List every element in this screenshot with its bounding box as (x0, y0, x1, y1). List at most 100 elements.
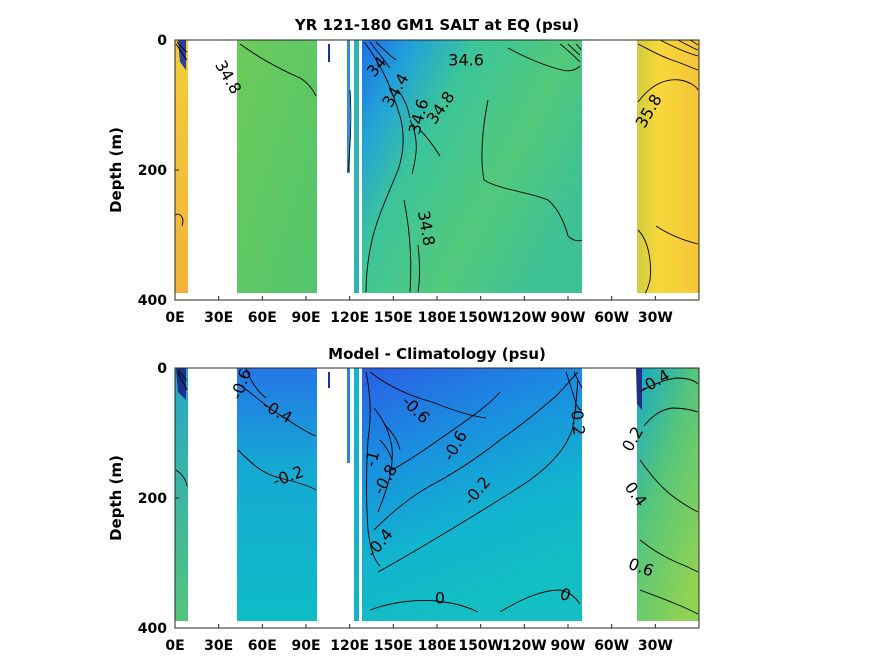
contour (239, 384, 317, 437)
y-tick-label: 200 (138, 491, 167, 507)
contour (637, 43, 699, 71)
contour-lines (175, 367, 699, 615)
contour (369, 371, 487, 419)
contour (175, 43, 188, 61)
x-tick-label: 60W (594, 310, 629, 326)
contour (507, 47, 581, 72)
contour (373, 407, 393, 513)
panel-bottom: Model - Climatology (psu) Depth (m) (107, 345, 700, 654)
x-tick-label: 180E (418, 638, 457, 654)
contour (175, 469, 188, 487)
y-tick-label: 400 (138, 621, 167, 637)
x-tick-label: 0E (165, 310, 184, 326)
field-surface-fresh-atl (636, 368, 642, 410)
chart-title: Model - Climatology (psu) (328, 345, 546, 363)
contour (176, 371, 188, 391)
difference-field (175, 368, 699, 621)
contour (403, 199, 412, 293)
x-tick-label: 60W (594, 638, 629, 654)
contour (639, 377, 699, 393)
contour (573, 371, 583, 389)
contour (637, 229, 651, 294)
panel-top: YR 121-180 GM1 SALT at EQ (psu) Depth (m… (107, 16, 700, 326)
field-speck (328, 44, 330, 62)
contour (365, 371, 381, 567)
x-tick-label: 120W (502, 638, 547, 654)
y-tick-label: 0 (157, 361, 167, 377)
x-tick-label: 60E (248, 310, 277, 326)
contour (363, 41, 404, 293)
x-tick-label: 90W (551, 310, 586, 326)
y-axis-label: Depth (m) (107, 455, 125, 541)
contour-label: 0 (435, 588, 445, 607)
x-tick-label: 90E (291, 638, 320, 654)
contour (655, 225, 699, 245)
x-tick-label: 90E (291, 310, 320, 326)
y-tick-label: 0 (157, 33, 167, 49)
x-tick-label: 150E (374, 310, 413, 326)
field-pacific (362, 368, 582, 621)
contour (375, 41, 397, 61)
field-indian-ocean (237, 40, 317, 293)
x-tick-label: 150W (458, 638, 503, 654)
contour (177, 369, 188, 381)
contour (481, 99, 583, 242)
y-axis-label: Depth (m) (107, 127, 125, 213)
contour (347, 89, 352, 173)
salinity-field (175, 40, 699, 293)
field-atlantic (637, 368, 699, 621)
contour (369, 600, 479, 613)
x-tick-label: 30E (204, 638, 233, 654)
field-strait (347, 40, 350, 173)
contour-label: -1 (361, 449, 383, 469)
contour (575, 43, 582, 51)
x-tick-label: 30W (638, 310, 673, 326)
contour-label: 34.6 (448, 50, 484, 69)
contour (245, 367, 267, 399)
field-pacific (362, 40, 582, 293)
x-tick-label: 0E (165, 638, 184, 654)
contour (565, 371, 583, 411)
x-tick-label: 150W (458, 310, 503, 326)
contour (643, 407, 699, 427)
x-tick-label: 150E (374, 638, 413, 654)
field-strait (347, 368, 350, 463)
contour (379, 439, 393, 461)
x-tick-label: 120W (502, 310, 547, 326)
x-tick-label: 120E (330, 310, 369, 326)
contour (567, 43, 581, 56)
x-tick-label: 60E (248, 638, 277, 654)
contour (499, 589, 581, 613)
contour (369, 41, 391, 69)
contour (677, 39, 699, 51)
contour (639, 459, 699, 513)
y-tick-label: 200 (138, 163, 167, 179)
x-tick-label: 180E (418, 310, 457, 326)
contour (659, 39, 699, 57)
contour (689, 39, 699, 46)
field-surface-fresh (178, 40, 186, 70)
contour (174, 213, 184, 227)
contour-label: -0.2 (567, 404, 589, 437)
contour (639, 539, 699, 573)
x-tick-label: 30E (204, 310, 233, 326)
contour (239, 43, 317, 97)
contour (417, 244, 420, 293)
contour (237, 449, 317, 491)
contour (559, 43, 581, 63)
chart-title: YR 121-180 GM1 SALT at EQ (psu) (294, 16, 579, 34)
field-west-indian (175, 40, 188, 293)
contour (373, 371, 579, 531)
field-atlantic (637, 40, 699, 293)
y-ticks: 0 200 400 (138, 361, 179, 637)
x-tick-label: 120E (330, 638, 369, 654)
contour (409, 119, 417, 175)
field-indian-ocean (237, 368, 317, 621)
field-strait-2 (354, 368, 359, 621)
contour (639, 589, 699, 615)
contour (377, 379, 579, 573)
field-west-indian (175, 368, 188, 621)
x-tick-label: 90W (551, 638, 586, 654)
